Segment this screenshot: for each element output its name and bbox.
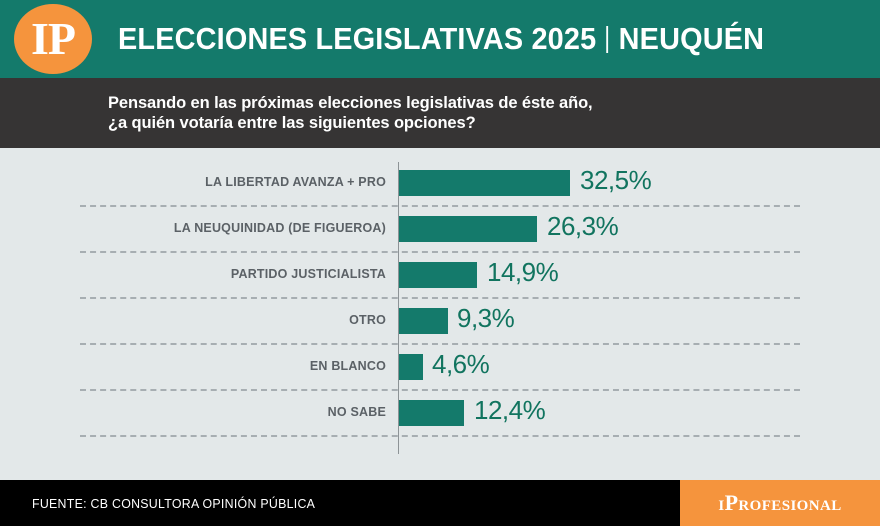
row-divider: [80, 205, 800, 207]
chart-row: OTRO 9,3%: [0, 302, 880, 349]
category-label: LA LIBERTAD AVANZA + PRO: [205, 175, 386, 189]
page-title-secondary: NEUQUÉN: [618, 21, 765, 56]
footer-bar: FUENTE: CB CONSULTORA OPINIÓN PÚBLICA iP…: [0, 480, 880, 526]
row-divider: [80, 389, 800, 391]
row-divider: [80, 343, 800, 345]
bar-segment: [399, 216, 537, 242]
category-label: EN BLANCO: [309, 359, 386, 373]
bar-segment: [399, 308, 448, 334]
title-separator: [606, 26, 609, 53]
category-label: NO SABE: [327, 405, 386, 419]
page-title: ELECCIONES LEGISLATIVAS 2025 NEUQUÉN: [118, 21, 764, 57]
chart-area: LA LIBERTAD AVANZA + PRO 32,5% LA NEUQUI…: [0, 148, 880, 480]
question-line-1: Pensando en las próximas elecciones legi…: [108, 94, 593, 112]
chart-row: LA NEUQUINIDAD (DE FIGUEROA) 26,3%: [0, 210, 880, 257]
bar-value-label: 26,3%: [547, 211, 619, 241]
page-title-main: ELECCIONES LEGISLATIVAS 2025: [118, 21, 597, 56]
logo-initials: IP: [31, 13, 76, 64]
source-credit: FUENTE: CB CONSULTORA OPINIÓN PÚBLICA: [32, 495, 316, 511]
question-line-2: ¿a quién votaría entre las siguientes op…: [108, 114, 476, 132]
bar-segment: [399, 400, 464, 426]
bar-chart: LA LIBERTAD AVANZA + PRO 32,5% LA NEUQUI…: [0, 148, 880, 480]
row-divider: [80, 297, 800, 299]
chart-baseline-axis: [398, 162, 399, 454]
bar-value-label: 9,3%: [457, 303, 515, 333]
bar-segment: [399, 170, 570, 196]
bar-segment: [399, 354, 423, 380]
chart-row: LA LIBERTAD AVANZA + PRO 32,5%: [0, 164, 880, 211]
chart-row: NO SABE 12,4%: [0, 394, 880, 441]
category-label: PARTIDO JUSTICIALISTA: [230, 267, 386, 281]
category-label: LA NEUQUINIDAD (DE FIGUEROA): [173, 221, 386, 235]
bar-value-label: 4,6%: [432, 349, 490, 379]
brand-wordmark: iProfesional: [718, 490, 842, 515]
row-divider: [80, 435, 800, 437]
bar-value-label: 14,9%: [487, 257, 559, 287]
footer-brand-block: iProfesional: [680, 480, 880, 526]
bar-value-label: 12,4%: [474, 395, 546, 425]
chart-row: PARTIDO JUSTICIALISTA 14,9%: [0, 256, 880, 303]
question-band: Pensando en las próximas elecciones legi…: [0, 78, 880, 148]
category-label: OTRO: [349, 313, 386, 327]
row-divider: [80, 251, 800, 253]
header-banner: IP ELECCIONES LEGISLATIVAS 2025 NEUQUÉN: [0, 0, 880, 78]
bar-value-label: 32,5%: [580, 165, 652, 195]
bar-segment: [399, 262, 477, 288]
iprofesional-logo-badge: IP: [14, 4, 92, 74]
chart-row: EN BLANCO 4,6%: [0, 348, 880, 395]
